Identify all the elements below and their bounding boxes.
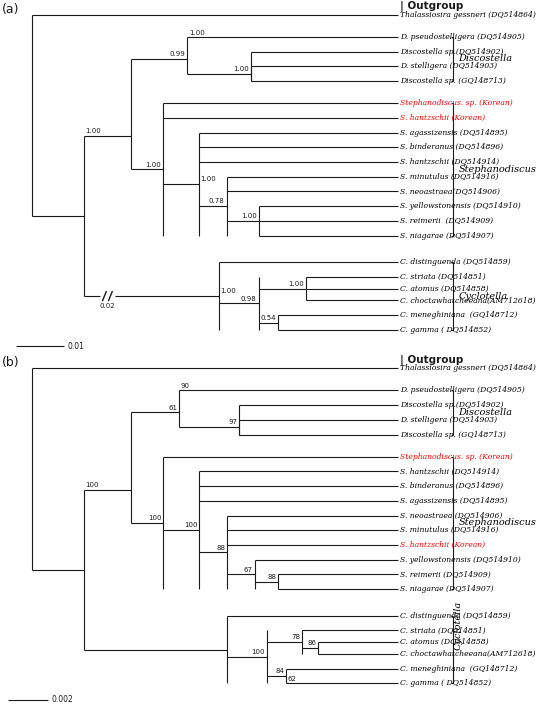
Text: 90: 90 <box>180 383 190 389</box>
Text: S. niagarae (DQ514907): S. niagarae (DQ514907) <box>400 232 494 240</box>
Text: C. atomus (DQ514858): C. atomus (DQ514858) <box>400 285 488 293</box>
Text: 86: 86 <box>308 641 317 646</box>
Text: S. hantzschii (Korean): S. hantzschii (Korean) <box>400 541 485 549</box>
Text: Cyclotella: Cyclotella <box>458 291 507 300</box>
Text: S. reimerii (DQ514909): S. reimerii (DQ514909) <box>400 571 490 578</box>
Text: 0.002: 0.002 <box>52 695 74 704</box>
Text: S. reimerii  (DQ514909): S. reimerii (DQ514909) <box>400 217 493 225</box>
Text: 100: 100 <box>148 515 162 521</box>
Text: 100: 100 <box>85 482 99 488</box>
Text: C. distinguenda (DQ514859): C. distinguenda (DQ514859) <box>400 612 510 619</box>
Text: S. binderanus (DQ514896): S. binderanus (DQ514896) <box>400 144 503 151</box>
Text: D. pseudostelligera (DQ514905): D. pseudostelligera (DQ514905) <box>400 33 525 41</box>
Text: S. minutulus (DQ514916): S. minutulus (DQ514916) <box>400 173 498 181</box>
Text: D. pseudostelligera (DQ514905): D. pseudostelligera (DQ514905) <box>400 386 525 395</box>
Text: 0.98: 0.98 <box>241 296 257 302</box>
Text: 1.00: 1.00 <box>200 176 216 182</box>
Text: C. gamma ( DQ514852): C. gamma ( DQ514852) <box>400 326 491 334</box>
Text: Discostella: Discostella <box>458 54 512 64</box>
Text: | Outgroup: | Outgroup <box>400 1 463 12</box>
Text: 1.00: 1.00 <box>189 30 205 35</box>
Text: 1.00: 1.00 <box>241 214 257 219</box>
Text: 97: 97 <box>228 419 237 426</box>
Text: 88: 88 <box>268 574 277 580</box>
Text: Discostella sp. (GQ148713): Discostella sp. (GQ148713) <box>400 77 506 85</box>
Text: 1.00: 1.00 <box>233 66 249 72</box>
Text: 0.99: 0.99 <box>169 51 185 57</box>
Text: S. hantzschii (DQ514914): S. hantzschii (DQ514914) <box>400 158 499 166</box>
Text: C. atomus (DQ514858): C. atomus (DQ514858) <box>400 638 488 646</box>
Text: Thalassiosira gessneri (DQ514864): Thalassiosira gessneri (DQ514864) <box>400 364 535 372</box>
Text: C. gamma ( DQ514852): C. gamma ( DQ514852) <box>400 679 491 687</box>
Text: Stephanodiscus. sp. (Korean): Stephanodiscus. sp. (Korean) <box>400 99 512 107</box>
Text: D. stelligera (DQ514903): D. stelligera (DQ514903) <box>400 416 497 423</box>
Text: Stephanodiscus: Stephanodiscus <box>458 518 536 527</box>
Text: (b): (b) <box>2 356 20 370</box>
Text: S. agassizensis (DQ514895): S. agassizensis (DQ514895) <box>400 497 507 505</box>
Text: Stephanodiscus: Stephanodiscus <box>458 165 536 174</box>
Text: Discostella sp.(DQ514902): Discostella sp.(DQ514902) <box>400 47 503 56</box>
Text: 67: 67 <box>244 567 253 573</box>
Text: S. neoastraea(DQ514906): S. neoastraea(DQ514906) <box>400 187 500 195</box>
Text: 100: 100 <box>184 522 197 529</box>
Text: S. binderanus (DQ514896): S. binderanus (DQ514896) <box>400 482 503 490</box>
Text: S. neoastraea (DQ514906): S. neoastraea (DQ514906) <box>400 512 502 520</box>
Text: 100: 100 <box>251 649 265 655</box>
Text: 78: 78 <box>292 634 301 641</box>
Text: S. agassizensis (DQ514895): S. agassizensis (DQ514895) <box>400 129 507 136</box>
Text: S. niagarae (DQ514907): S. niagarae (DQ514907) <box>400 585 494 593</box>
Text: C. striata (DQ514851): C. striata (DQ514851) <box>400 273 485 281</box>
Text: 1.00: 1.00 <box>288 281 304 287</box>
Text: (a): (a) <box>2 3 19 16</box>
Text: 0.01: 0.01 <box>68 341 84 351</box>
Text: 84: 84 <box>276 668 285 674</box>
Text: Discostella: Discostella <box>458 408 512 417</box>
Text: 61: 61 <box>169 404 177 411</box>
Text: D. stelligera (DQ514903): D. stelligera (DQ514903) <box>400 62 497 70</box>
Text: C. meneghiniana  (GQ148712): C. meneghiniana (GQ148712) <box>400 665 517 672</box>
Text: C. striata (DQ514851): C. striata (DQ514851) <box>400 626 485 634</box>
Text: C. meneghiniana  (GQ148712): C. meneghiniana (GQ148712) <box>400 311 517 319</box>
Text: 0.78: 0.78 <box>209 199 225 204</box>
Text: Stephanodiscus. sp. (Korean): Stephanodiscus. sp. (Korean) <box>400 452 512 460</box>
Text: | Outgroup: | Outgroup <box>400 355 463 366</box>
Text: 0.54: 0.54 <box>261 315 277 321</box>
Text: C. distinguenda (DQ514859): C. distinguenda (DQ514859) <box>400 258 510 266</box>
Text: 88: 88 <box>216 544 225 551</box>
Text: S. minutulus (DQ514916): S. minutulus (DQ514916) <box>400 526 498 534</box>
Text: Cyclotella: Cyclotella <box>454 600 463 650</box>
Text: S. hantzschii (DQ514914): S. hantzschii (DQ514914) <box>400 467 499 475</box>
Text: S. yellowstonensis (DQ514910): S. yellowstonensis (DQ514910) <box>400 202 520 210</box>
Text: S. yellowstonensis (DQ514910): S. yellowstonensis (DQ514910) <box>400 556 520 563</box>
Text: Thalassiosira gessneri (DQ514864): Thalassiosira gessneri (DQ514864) <box>400 11 535 18</box>
Text: C. choctawhatcheeana(AM712618): C. choctawhatcheeana(AM712618) <box>400 296 535 305</box>
Text: 1.00: 1.00 <box>220 288 236 294</box>
Text: Discostella sp. (GQ148713): Discostella sp. (GQ148713) <box>400 431 506 438</box>
Text: C. choctawhatcheeana(AM712618): C. choctawhatcheeana(AM712618) <box>400 650 535 658</box>
Text: 1.00: 1.00 <box>85 129 101 134</box>
Text: 62: 62 <box>288 676 297 682</box>
Text: 1.00: 1.00 <box>146 162 161 168</box>
Text: 0.02: 0.02 <box>99 303 115 310</box>
Text: Discostella sp.(DQ514902): Discostella sp.(DQ514902) <box>400 401 503 409</box>
Text: S. hantzschii (Korean): S. hantzschii (Korean) <box>400 114 485 122</box>
